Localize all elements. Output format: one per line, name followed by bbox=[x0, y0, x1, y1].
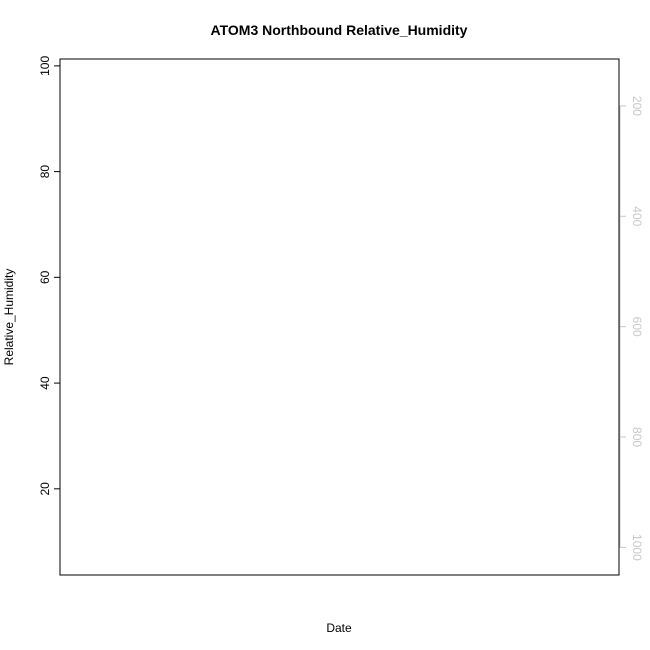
right-tick-label: 800 bbox=[630, 427, 644, 447]
y-axis: 20 40 60 80 100 bbox=[38, 56, 60, 496]
y-tick-label: 80 bbox=[38, 165, 52, 179]
y-tick-label: 20 bbox=[38, 482, 52, 496]
x-axis-label: Date bbox=[326, 621, 352, 635]
right-axis: 200 400 600 800 1000 bbox=[619, 96, 644, 561]
right-tick-label: 200 bbox=[630, 96, 644, 116]
plot-frame bbox=[59, 58, 620, 576]
chart-title: ATOM3 Northbound Relative_Humidity bbox=[211, 22, 468, 38]
right-tick-label: 400 bbox=[630, 206, 644, 226]
y-tick-label: 40 bbox=[38, 376, 52, 390]
y-axis-label: Relative_Humidity bbox=[2, 269, 16, 366]
right-tick-label: 1000 bbox=[630, 534, 644, 561]
right-tick-label: 600 bbox=[630, 317, 644, 337]
y-tick-label: 60 bbox=[38, 270, 52, 284]
y-tick-label: 100 bbox=[38, 56, 52, 76]
